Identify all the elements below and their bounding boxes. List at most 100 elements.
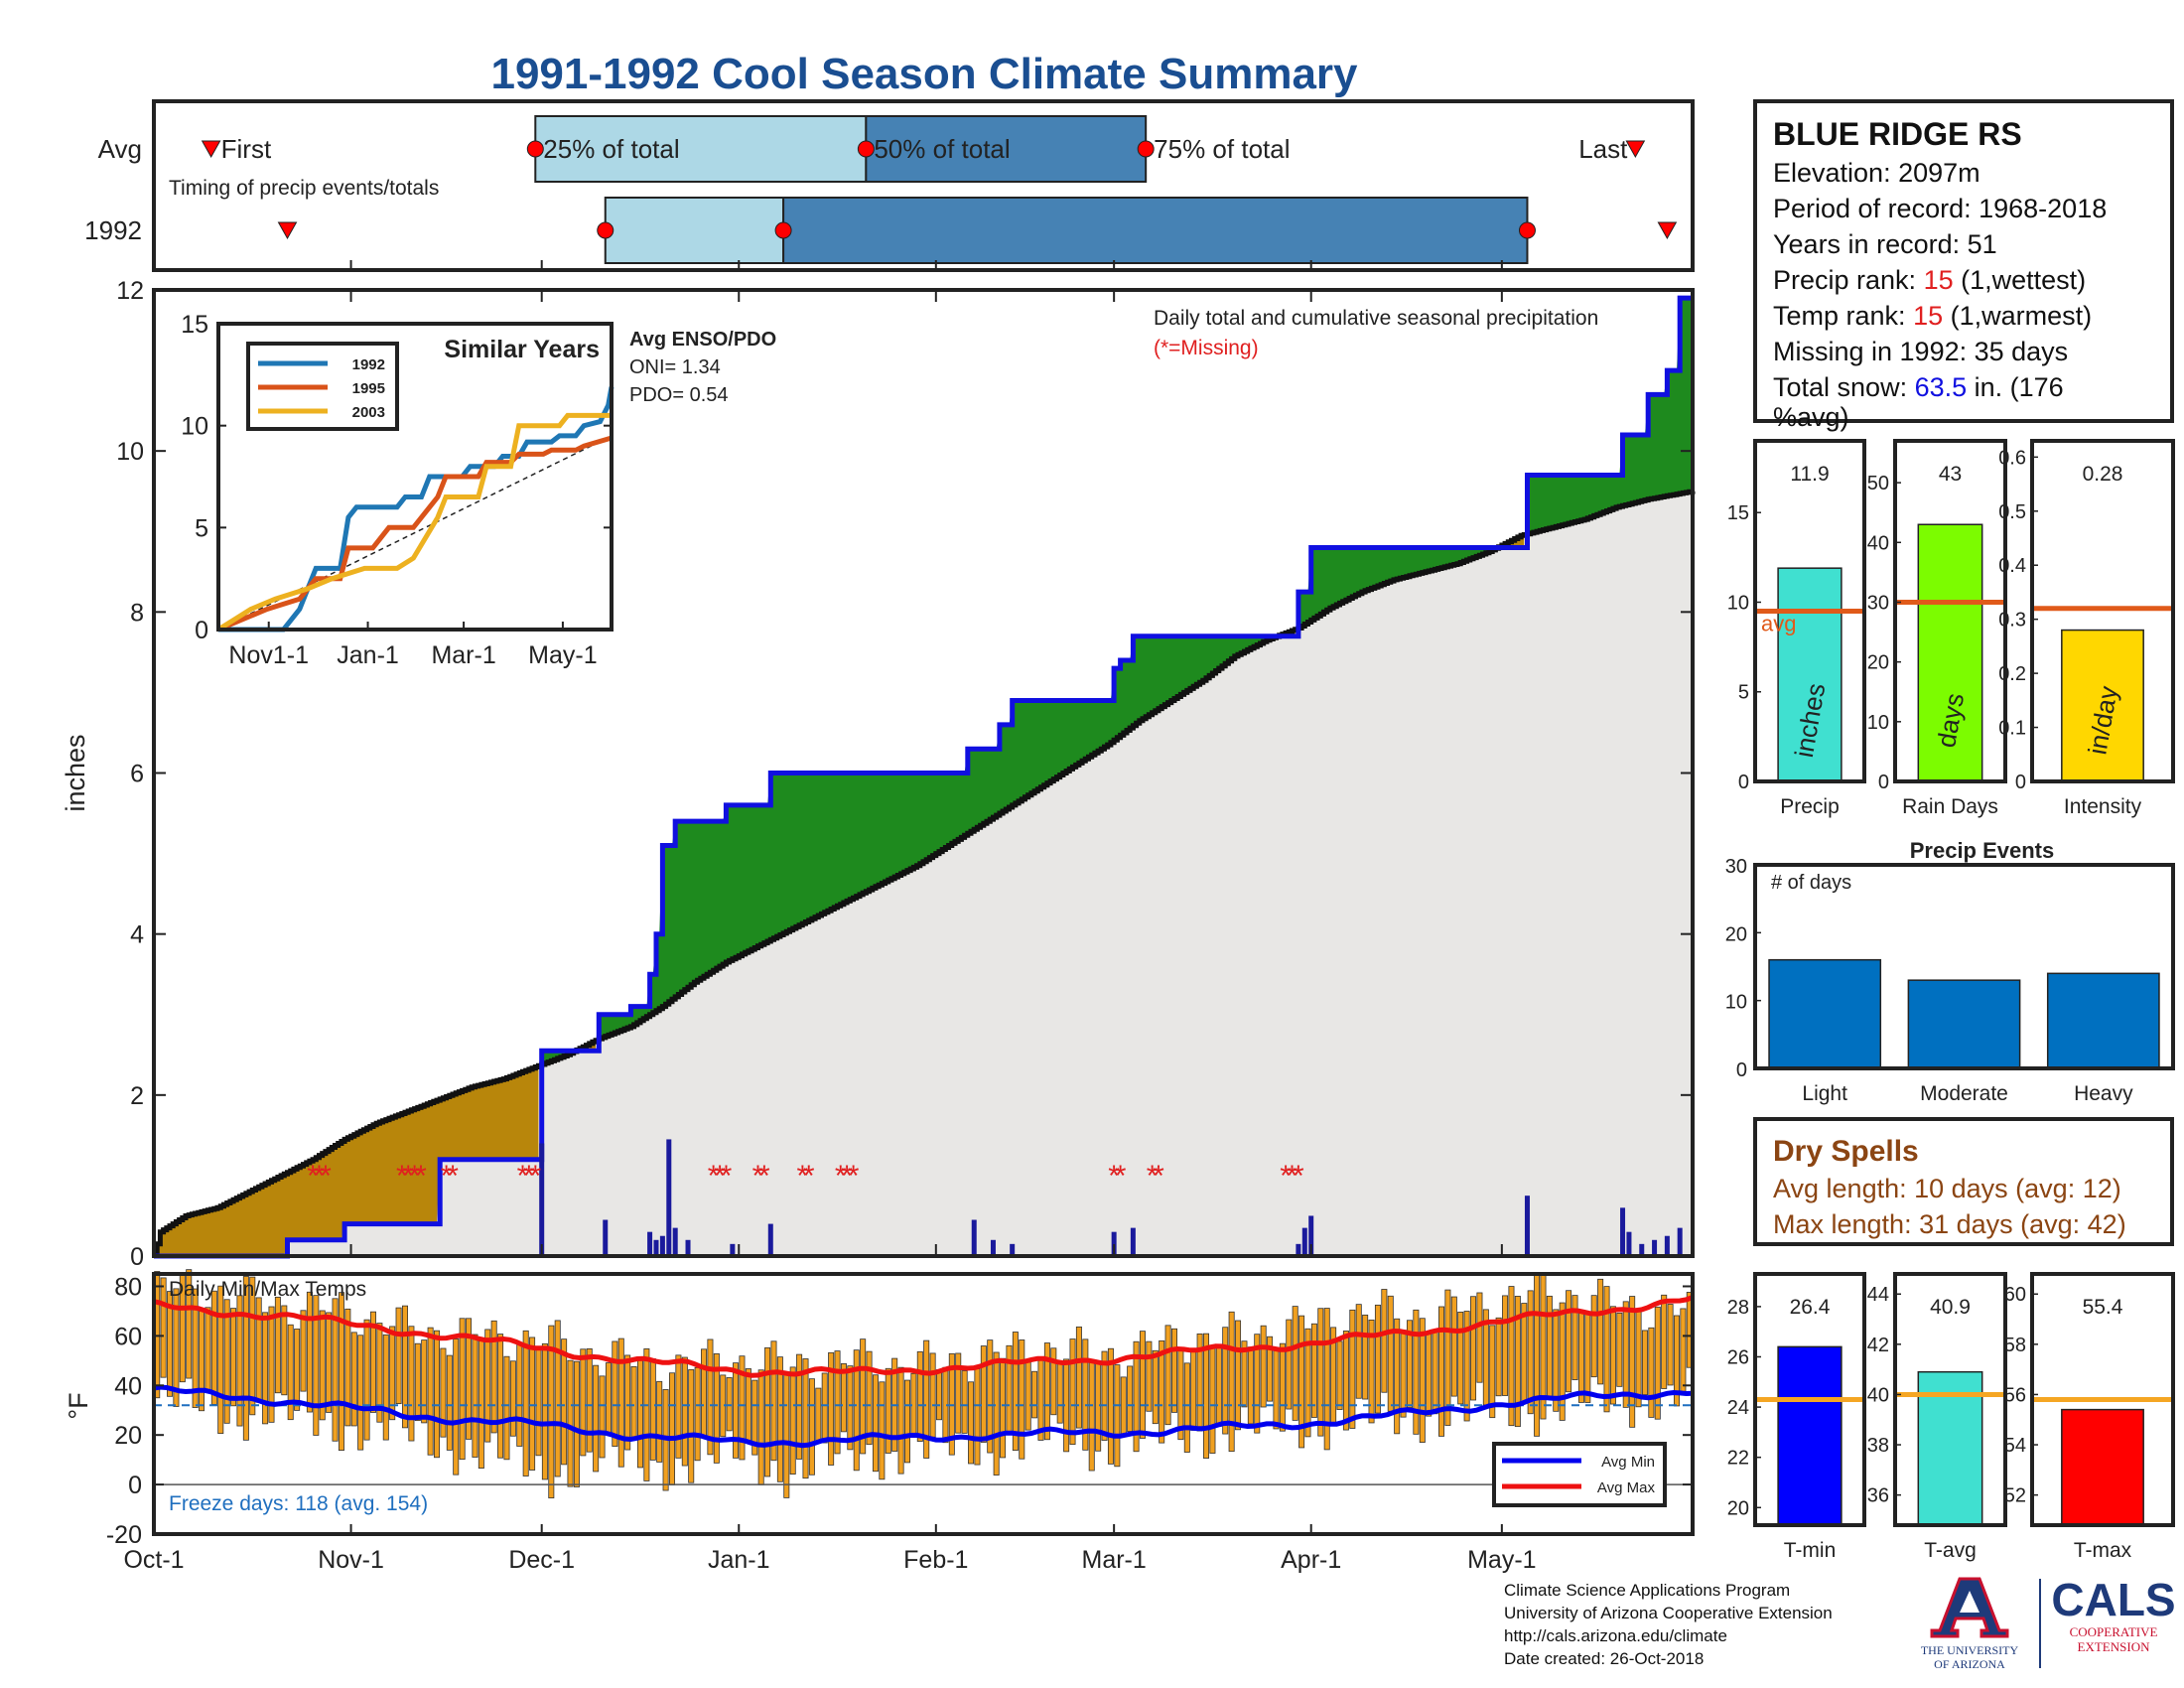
inset-y-tick-label: 10 [181,413,208,441]
daily-temp-bar [828,1351,835,1466]
temp-total-0-y-tick-label: 26 [1727,1346,1749,1368]
daily-temp-bar [1648,1327,1655,1418]
temp-y-tick-label: 80 [114,1273,142,1301]
daily-temp-bar [1546,1295,1553,1397]
missing-day-marker: * [441,1160,453,1193]
daily-temp-bar [1571,1295,1578,1380]
daily-temp-bar [1419,1318,1426,1443]
precip-total-1-y-tick-label: 50 [1867,473,1889,494]
missing-day-marker: * [708,1160,720,1193]
daily-temp-bar [713,1352,720,1464]
daily-temp-bar [1349,1309,1356,1429]
missing-days: Missing in 1992: 35 days [1773,337,2069,366]
snow-percent: %avg) [1773,402,1849,432]
missing-day-marker: * [320,1160,332,1193]
precip-total-1-y-tick-label: 10 [1867,712,1889,734]
observed-cumulative-line [154,295,1693,1259]
daily-temp-bar [1056,1361,1063,1424]
daily-temp-bar [313,1295,320,1436]
daily-precip-bar [659,1235,665,1256]
daily-temp-bar [472,1334,478,1458]
timing-marker-p25 [597,221,614,239]
daily-temp-bar [1024,1361,1031,1431]
daily-temp-bar [350,1332,357,1427]
precip-total-1-value-label: 43 [1939,463,1962,486]
daily-temp-bar [1159,1339,1165,1444]
daily-temp-bar [1355,1304,1362,1399]
daily-temp-bar [1069,1338,1076,1446]
daily-temp-bar [612,1340,618,1447]
daily-temp-bar [242,1276,249,1441]
missing-day-marker: * [758,1160,770,1193]
temp-total-2-y-tick-label: 52 [2004,1485,2026,1507]
timing-triangle-last [1625,140,1646,159]
temp-total-1-y-tick-label: 42 [1867,1335,1889,1356]
temp-legend [1492,1442,1667,1507]
daily-temp-bar [205,1307,211,1391]
legend-label-avg-min: Avg Min [1601,1454,1655,1471]
daily-temp-bar [916,1350,923,1442]
daily-temp-bar [656,1380,663,1463]
precip-total-2-y-tick-label: 0.1 [1998,718,2026,740]
inset-y-tick-label: 5 [195,514,208,542]
daily-temp-bar [1222,1327,1229,1435]
snow-prefix: Total snow: [1773,372,1915,402]
precip-event-bar-moderate [1907,979,2021,1069]
daily-temp-bar [961,1370,968,1434]
daily-temp-bar [1139,1331,1146,1439]
daily-temp-bar [879,1381,886,1480]
daily-temp-bar [872,1374,879,1473]
daily-precip-bar [1652,1239,1658,1256]
daily-temp-bar [1152,1349,1159,1425]
daily-temp-bar [230,1308,237,1407]
temp-total-1-y-tick-label: 36 [1867,1485,1889,1507]
daily-temp-bar [1267,1336,1274,1402]
daily-temp-bar [1127,1365,1134,1432]
daily-temp-bar [1095,1362,1102,1452]
precip-total-0-bar [1777,567,1843,782]
missing-day-marker: * [1287,1160,1298,1193]
timing-triangle-last [1657,221,1678,240]
daily-temp-bar [561,1338,568,1466]
daily-temp-bar [1597,1278,1604,1385]
below-average-fill [157,534,1525,1256]
snow-value: 63.5 [1914,372,1968,402]
daily-precip-bar [603,1219,609,1256]
precip-event-label-heavy: Heavy [2074,1082,2133,1105]
daily-temp-bar [1654,1306,1661,1420]
dry-max-length: Max length: 31 days (avg: 42) [1773,1209,2126,1239]
daily-temp-bar [815,1387,822,1444]
x-tick-label: Dec-1 [508,1546,575,1574]
inset-x-tick-label: May-1 [528,641,597,669]
daily-temp-bar [1609,1306,1616,1405]
y-tick-label: 10 [116,438,144,466]
average-cumulative-line [154,489,1696,1259]
timing-label-last: Last [1578,134,1628,164]
legend-label-1992: 1992 [352,356,385,373]
daily-temp-bar [1661,1294,1668,1389]
daily-temp-bar [1019,1339,1025,1460]
temp-total-2-y-tick-label: 58 [2004,1335,2026,1356]
temp-total-0-y-tick-label: 28 [1727,1297,1749,1319]
daily-temp-bar [274,1296,281,1394]
precip-events-y-tick-label: 10 [1725,992,1747,1014]
footer-line4: Date created: 26-Oct-2018 [1504,1649,1705,1668]
temp-total-2-bar [2061,1408,2144,1526]
temp-panel-frame [152,1272,1695,1536]
temp-total-0-x-label: T-min [1784,1539,1837,1562]
legend-label-1995: 1995 [352,380,385,397]
daily-temp-bar [840,1363,847,1433]
precip-total-1-y-tick-label: 40 [1867,532,1889,554]
daily-temp-bar [617,1337,624,1468]
precip-total-0-frame [1753,439,1866,783]
precip-events-y-tick-label: 20 [1725,923,1747,945]
daily-temp-bar [1114,1364,1121,1468]
inset-x-tick-label: Jan-1 [337,641,399,669]
daily-precip-bar [1524,1196,1530,1256]
precip-event-label-light: Light [1802,1082,1847,1105]
inset-y-tick-label: 0 [195,617,208,644]
daily-temp-bar [1292,1306,1298,1421]
temp-y-tick-label: -20 [106,1521,142,1549]
daily-temp-bar [1317,1308,1324,1437]
precip-total-2-y-tick-label: 0.4 [1998,555,2026,577]
